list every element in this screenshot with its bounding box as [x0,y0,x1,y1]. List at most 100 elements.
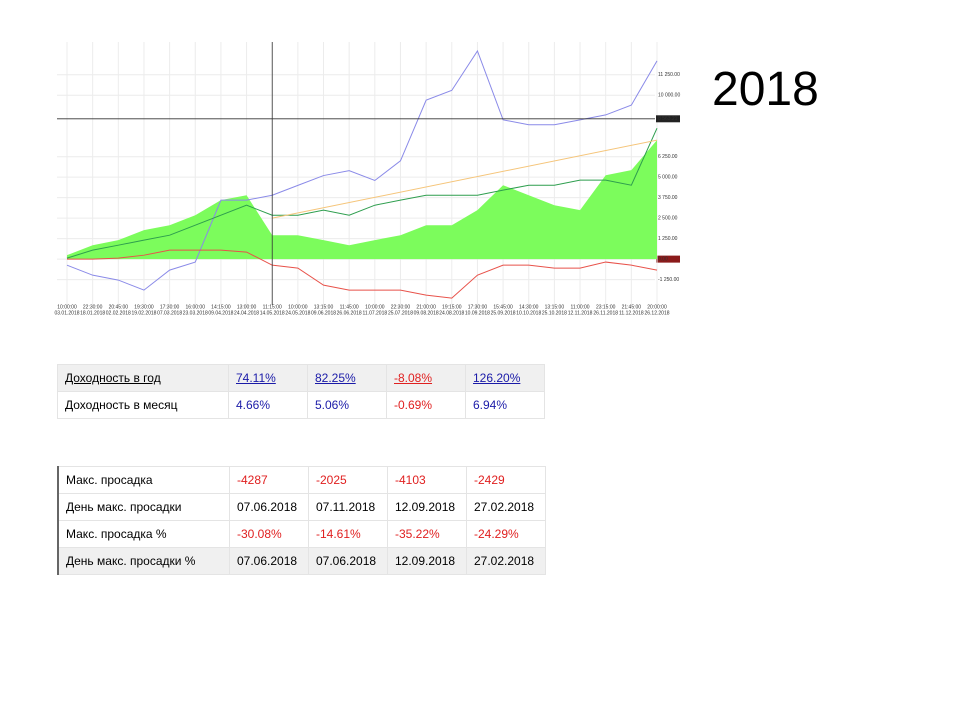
cell: День макс. просадки % [57,547,230,575]
x-tick-time: 17:30:00 [468,304,488,310]
cell[interactable]: 74.11% [228,364,308,392]
cell: 27.02.2018 [466,547,546,575]
x-tick-label: 26.06.2018 [337,310,362,316]
x-tick-label: 25.07.2018 [388,310,413,316]
crosshair-box [656,115,680,123]
x-tick-time: 13:00:00 [237,304,257,310]
x-tick-label: 18.01.2018 [80,310,105,316]
x-tick-time: 14:15:00 [211,304,231,310]
crosshair-label: 8 563.21 [658,116,678,122]
x-tick-label: 25.10.2018 [542,310,567,316]
x-tick-label: 14.05.2018 [260,310,285,316]
y-tick-label: 5 000.00 [658,175,678,181]
x-tick-label: 23.03.2018 [183,310,208,316]
cell[interactable]: -8.08% [386,364,466,392]
x-tick-time: 10:00:00 [57,304,77,310]
cell: Макс. просадка [57,466,230,494]
x-tick-label: 10.10.2018 [516,310,541,316]
x-tick-label: 11.07.2018 [362,310,387,316]
row: День макс. просадки 07.06.2018 07.11.2018 1… [57,493,546,521]
cell: Макс. просадка % [57,520,230,548]
x-tick-label: 09.06.2018 [311,310,336,316]
x-tick-time: 11:45:00 [340,304,359,310]
cell: -4287 [229,466,309,494]
x-tick-time: 13:15:00 [314,304,334,310]
yield-table: Доходность в год 74.11% 82.25% -8.08% 126.20… [57,364,545,419]
cell: 4.66% [228,391,308,419]
y-tick-label: 1 250.00 [658,236,678,242]
y-tick-label: 10 000.00 [658,93,680,99]
y-tick-label: 6 250.00 [658,154,678,160]
x-tick-time: 17:30:00 [160,304,180,310]
cell: 07.11.2018 [308,493,388,521]
x-tick-label: 11.12.2018 [619,310,644,316]
x-tick-time: 11:00:00 [570,304,589,310]
x-tick-label: 07.03.2018 [157,310,182,316]
cell: -35.22% [387,520,467,548]
cell[interactable]: 82.25% [307,364,387,392]
cell: -14.61% [308,520,388,548]
x-tick-time: 10:00:00 [365,304,385,310]
series-line [272,139,658,219]
x-tick-label: 26.11.2018 [593,310,618,316]
cell: -0.69% [386,391,466,419]
y-tick-label: 0.00 [658,256,668,262]
cell: 07.06.2018 [229,493,309,521]
x-tick-time: 22:30:00 [83,304,103,310]
x-tick-time: 19:15:00 [442,304,462,310]
cell: -2025 [308,466,388,494]
cell: День макс. просадки [57,493,230,521]
cell: 12.09.2018 [387,547,467,575]
x-tick-time: 21:00:00 [416,304,436,310]
x-tick-label: 10.09.2018 [465,310,490,316]
x-tick-label: 12.11.2018 [568,310,593,316]
x-tick-time: 10:00:00 [288,304,308,310]
row: Доходность в год 74.11% 82.25% -8.08% 126.20… [57,364,545,392]
cell: -24.29% [466,520,546,548]
cell: 6.94% [465,391,545,419]
cell: -30.08% [229,520,309,548]
cell: Доходность в месяц [57,391,229,419]
x-tick-time: 20:00:00 [647,304,667,310]
cell: 5.06% [307,391,387,419]
x-tick-label: 03.01.2018 [54,310,79,316]
series-line [67,249,658,299]
x-tick-time: 11:15:00 [263,304,282,310]
x-tick-time: 15:45:00 [493,304,513,310]
row: Макс. просадка % -30.08% -14.61% -35.22% -24… [57,520,546,548]
row: День макс. просадки % 07.06.2018 07.06.201… [57,547,546,575]
x-tick-time: 20:45:00 [109,304,129,310]
cell: -4103 [387,466,467,494]
cell: 27.02.2018 [466,493,546,521]
x-tick-label: 02.02.2018 [106,310,131,316]
series-line [66,49,658,291]
drawdown-table: Макс. просадка -4287 -2025 -4103 -2429 День … [57,466,546,575]
row: Доходность в месяц 4.66% 5.06% -0.69% 6.94% [57,391,545,419]
x-tick-label: 24.05.2018 [285,310,310,316]
cell[interactable]: 126.20% [465,364,545,392]
x-tick-label: 25.09.2018 [491,310,516,316]
area [67,140,657,260]
cell: 12.09.2018 [387,493,467,521]
x-tick-time: 21:45:00 [622,304,642,310]
chart: 11 250.00 10 000.00 6 250.00 5 000.00 3 750.… [54,42,680,316]
x-tick-label: 24.08.2018 [439,310,464,316]
cell: 07.06.2018 [308,547,388,575]
cell[interactable]: Доходность в год [57,364,229,392]
y-tick-label: 3 750.00 [658,195,678,201]
cell: -2429 [466,466,546,494]
x-tick-time: 22:30:00 [391,304,411,310]
y-tick-label: 2 500.00 [658,215,678,221]
x-tick-label: 09.04.2018 [208,310,233,316]
x-tick-label: 24.04.2018 [234,310,259,316]
x-tick-time: 14:30:00 [519,304,539,310]
slide-title: 2018 [712,63,819,116]
y-tick-label: 11 250.00 [658,72,680,78]
cell: 07.06.2018 [229,547,309,575]
x-tick-time: 16:00:00 [186,304,206,310]
x-tick-label: 19.02.2018 [131,310,156,316]
x-tick-time: 13:15:00 [545,304,565,310]
x-tick-label: 26.12.2018 [644,310,669,316]
y-tick-label: -1 250.00 [658,277,679,283]
